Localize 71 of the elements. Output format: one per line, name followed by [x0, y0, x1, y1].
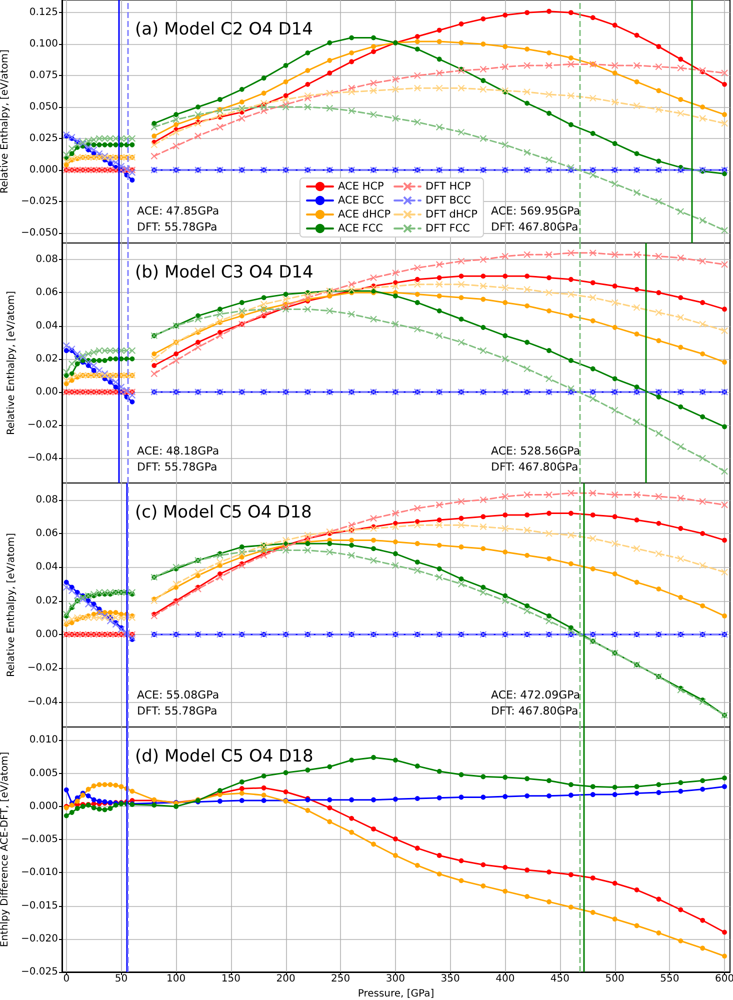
legend-label: ACE FCC [338, 222, 384, 234]
y-tick-label: −0.010 [20, 867, 58, 878]
legend-label: ACE dHCP [338, 208, 391, 220]
y-tick-label: −0.025 [20, 966, 58, 978]
x-tick-label: 550 [660, 974, 680, 984]
y-tick-label: 0.075 [29, 70, 58, 82]
legend-label: ACE BCC [338, 194, 384, 206]
y-tick-label: −0.005 [20, 834, 58, 846]
y-tick-label: 0.000 [29, 164, 58, 176]
x-tick-label: 300 [386, 974, 405, 984]
y-tick-label: 0.125 [29, 7, 58, 18]
legend-label: DFT dHCP [426, 208, 478, 220]
text: (b) Model C3 O4 D14 [135, 262, 314, 282]
y-axis-title: Enthlpy Difference ACE-DFT, [eV/atom] [0, 752, 11, 948]
x-tick-label: 350 [440, 974, 460, 984]
x-tick-label: 450 [550, 974, 570, 984]
y-tick-label: 0.00 [36, 628, 58, 640]
annotation: DFT: 55.78GPa [137, 704, 218, 718]
x-tick-label: 400 [496, 974, 515, 984]
y-tick-label: 0.02 [36, 595, 58, 606]
y-tick-label: −0.020 [20, 933, 58, 944]
y-tick-label: 0.005 [29, 768, 58, 779]
text: (a) Model C2 O4 D14 [135, 20, 313, 40]
y-tick-label: 0.000 [29, 800, 58, 812]
y-tick-label: 0.025 [29, 132, 58, 144]
y-tick-label: −0.04 [27, 452, 58, 464]
annotation: ACE: 569.95GPa [491, 204, 580, 218]
y-axis-title: Relative Enthalpy, [eV/atom] [0, 49, 11, 194]
text: (c) Model C5 O4 D18 [135, 502, 312, 522]
y-tick-label: 0.010 [29, 734, 58, 746]
annotation: DFT: 467.80GPa [491, 460, 578, 474]
annotation: ACE: 528.56GPa [491, 444, 580, 458]
legend-label: DFT FCC [426, 222, 470, 234]
x-tick-label: 200 [276, 974, 296, 984]
x-tick-label: 250 [331, 974, 350, 984]
annotation: ACE: 472.09GPa [491, 688, 580, 702]
x-tick-label: 100 [166, 974, 186, 984]
annotation: DFT: 55.78GPa [137, 220, 218, 234]
y-tick-label: −0.015 [20, 900, 58, 912]
y-tick-label: −0.02 [27, 420, 58, 431]
text: (d) Model C5 O4 D18 [135, 746, 314, 766]
y-axis-title: Relative Enthalpy, [eV/atom] [6, 290, 17, 436]
legend-label: DFT HCP [426, 180, 471, 192]
annotation: ACE: 48.18GPa [137, 444, 220, 458]
y-tick-label: 0.050 [29, 102, 58, 113]
y-tick-label: 0.06 [36, 528, 58, 539]
annotation: DFT: 55.78GPa [137, 460, 218, 474]
y-tick-label: −0.050 [20, 227, 58, 238]
y-tick-label: 0.04 [36, 320, 58, 332]
legend-label: ACE HCP [338, 180, 384, 192]
annotation: ACE: 47.85GPa [137, 204, 220, 218]
y-tick-label: 0.02 [36, 353, 58, 364]
y-tick-label: −0.025 [20, 196, 58, 207]
y-axis-title: Relative Enthalpy, [eV/atom] [6, 532, 17, 678]
annotation: ACE: 55.08GPa [137, 688, 220, 702]
y-tick-label: 0.08 [36, 254, 58, 266]
x-tick-label: 50 [114, 974, 128, 984]
y-tick-label: −0.04 [27, 696, 58, 708]
y-tick-label: −0.02 [27, 662, 58, 674]
y-tick-label: 0.08 [36, 494, 58, 506]
y-tick-label: 0.00 [36, 386, 58, 398]
annotation: DFT: 467.80GPa [491, 704, 578, 718]
x-tick-label: 600 [714, 974, 733, 984]
y-tick-label: 0.06 [36, 287, 58, 298]
y-tick-label: 0.100 [29, 38, 58, 50]
annotation: DFT: 467.80GPa [491, 220, 578, 234]
legend-label: DFT BCC [426, 194, 471, 206]
x-tick-label: 150 [221, 974, 240, 984]
x-axis-title: Pressure, [GPa] [358, 988, 434, 1000]
y-tick-label: 0.04 [36, 562, 58, 573]
x-tick-label: 500 [605, 974, 624, 984]
